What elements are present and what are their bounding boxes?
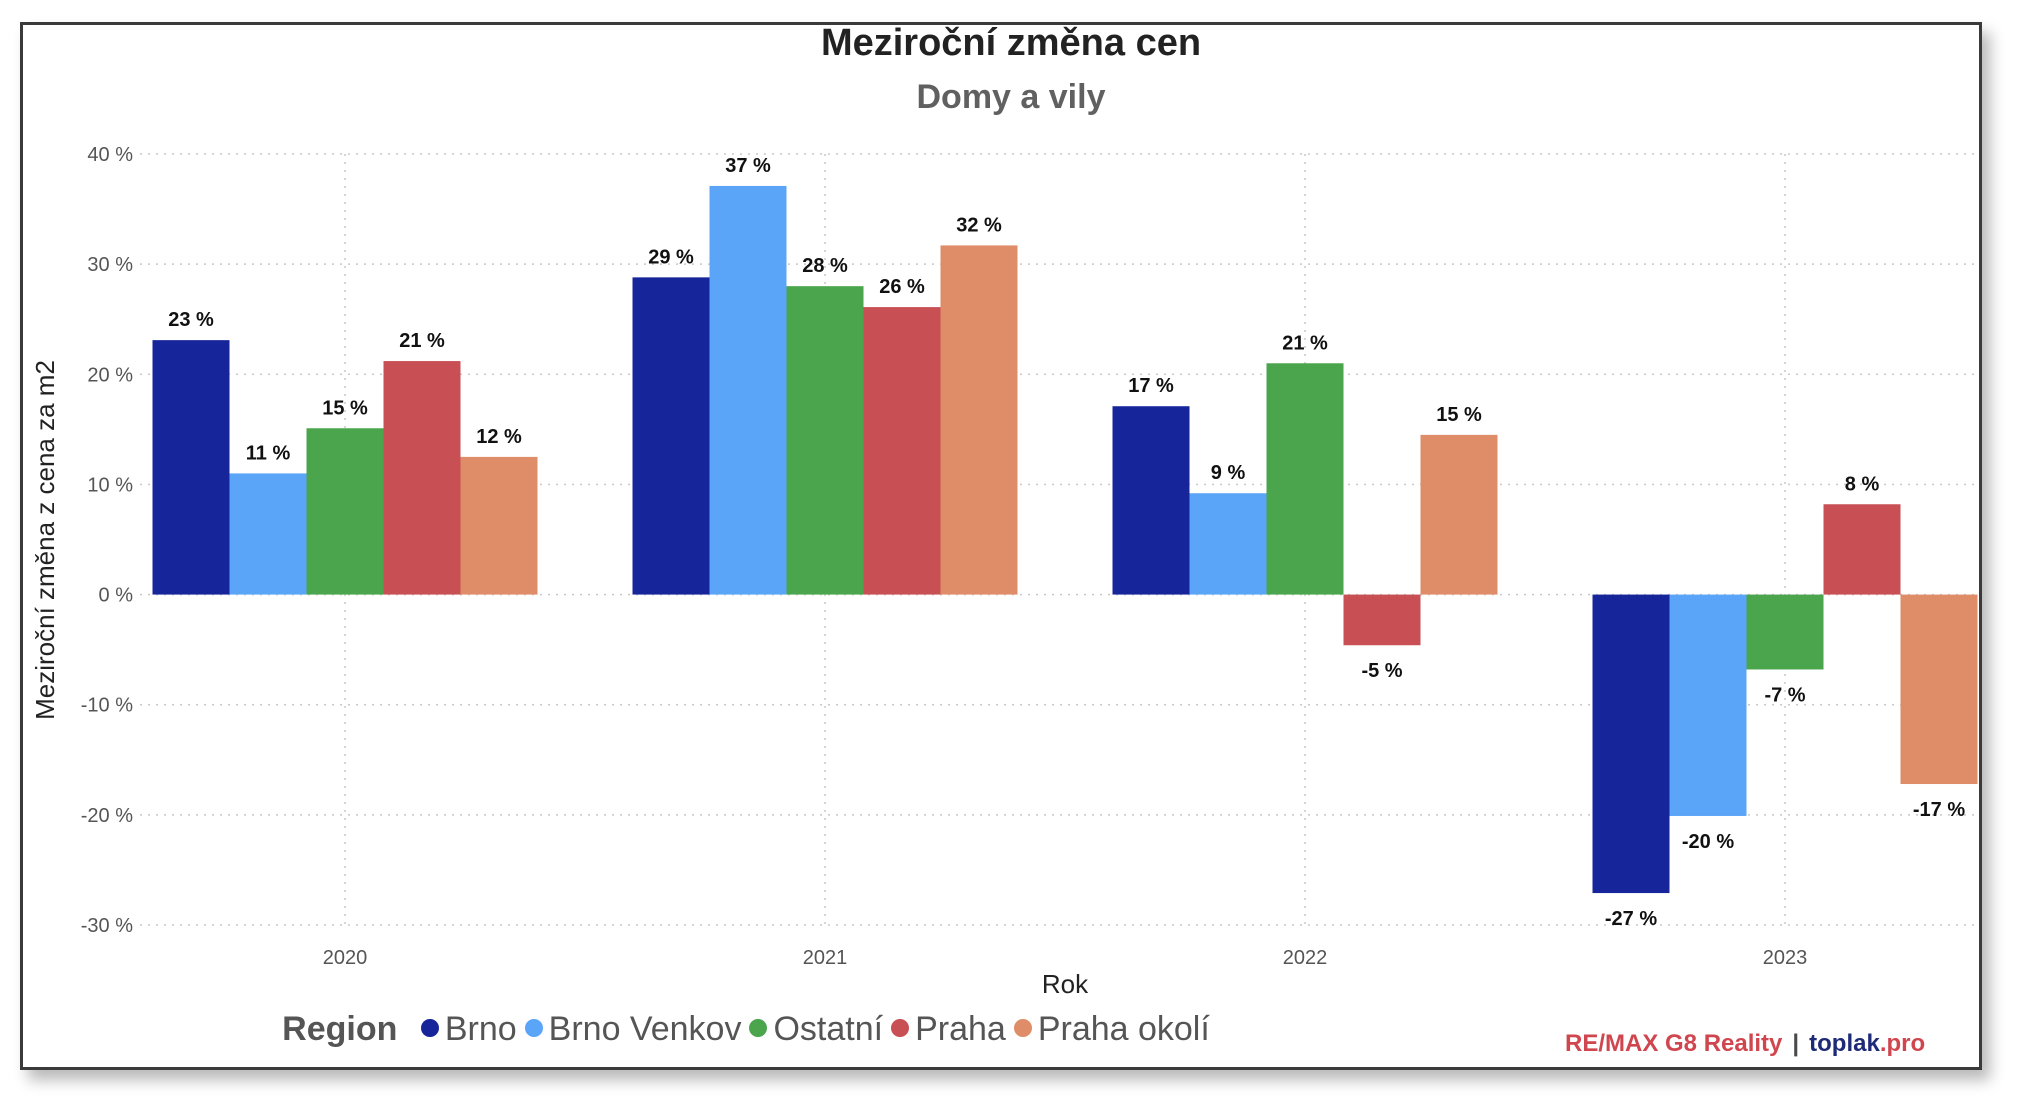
data-labels: 23 % 29 % 17 % -27 % 11 % 37 % 9 % -20 % 15 % 28 … bbox=[168, 155, 1965, 930]
data-label: 9 % bbox=[1211, 462, 1246, 484]
legend-marker bbox=[1013, 1019, 1032, 1038]
legend-marker bbox=[891, 1019, 910, 1038]
legend-label: Praha bbox=[915, 1010, 1006, 1048]
legend-marker bbox=[420, 1019, 439, 1038]
bar bbox=[1592, 594, 1670, 894]
bar bbox=[1266, 363, 1344, 595]
y-tick-label: 40 % bbox=[87, 144, 133, 166]
toplak-brand-suffix: .pro bbox=[1879, 1030, 1926, 1057]
bar bbox=[1343, 594, 1421, 646]
data-label: -17 % bbox=[1913, 799, 1965, 821]
legend-label: Ostatní bbox=[773, 1010, 884, 1048]
bar bbox=[786, 286, 864, 595]
legend-title: Region bbox=[282, 1010, 398, 1048]
x-tick-label: 2022 bbox=[1283, 947, 1328, 969]
legend-label: Praha okolí bbox=[1037, 1010, 1210, 1048]
data-label: 37 % bbox=[725, 155, 771, 177]
bar bbox=[940, 245, 1018, 595]
legend-items: Brno Brno Venkov Ostatní Praha Praha okolí bbox=[420, 1010, 1218, 1048]
bar bbox=[306, 428, 384, 595]
bar bbox=[709, 185, 787, 595]
y-tick-label: 0 % bbox=[99, 585, 134, 607]
legend-item: Brno bbox=[420, 1010, 517, 1048]
data-label: -5 % bbox=[1361, 660, 1402, 682]
data-label: 15 % bbox=[322, 397, 368, 419]
y-tick-label: 20 % bbox=[87, 364, 133, 386]
bar bbox=[229, 473, 307, 595]
legend-marker bbox=[749, 1019, 768, 1038]
legend-item: Praha bbox=[891, 1010, 1006, 1048]
bar bbox=[1112, 406, 1190, 595]
x-tick-label: 2023 bbox=[1763, 947, 1808, 969]
legend: Region Brno Brno Venkov Ostatní Praha Praha … bbox=[0, 1010, 1500, 1049]
bar bbox=[152, 340, 230, 595]
data-label: 12 % bbox=[476, 426, 522, 448]
data-label: 23 % bbox=[168, 309, 214, 331]
legend-item: Praha okolí bbox=[1013, 1010, 1210, 1048]
chart-title: Meziroční změna cen bbox=[820, 22, 1202, 64]
data-label: 8 % bbox=[1845, 473, 1880, 495]
bar bbox=[632, 277, 710, 595]
data-label: 11 % bbox=[246, 442, 291, 464]
brand-separator: | bbox=[1792, 1030, 1800, 1057]
legend-item: Brno Venkov bbox=[524, 1010, 742, 1048]
y-tick-label: 10 % bbox=[87, 474, 133, 496]
bar bbox=[1746, 594, 1824, 670]
legend-marker bbox=[524, 1019, 543, 1038]
data-label: 21 % bbox=[399, 330, 445, 352]
y-tick-label: -20 % bbox=[81, 805, 133, 827]
bar bbox=[1669, 594, 1747, 816]
data-label: 17 % bbox=[1128, 375, 1174, 397]
branding: RE/MAX G8 Reality | toplak.pro bbox=[1565, 1030, 1925, 1058]
x-axis-label: Rok bbox=[1042, 969, 1089, 999]
data-label: 28 % bbox=[802, 255, 848, 277]
bar bbox=[1900, 594, 1978, 785]
data-label: 26 % bbox=[879, 276, 925, 298]
bar bbox=[1823, 504, 1901, 595]
axes: 40 % 30 % 20 % 10 % 0 % -10 % -20 % -30 % 2020 20… bbox=[30, 144, 1807, 999]
bars bbox=[152, 185, 1978, 894]
chart-subtitle: Domy a vily bbox=[916, 78, 1106, 116]
toplak-brand: toplak bbox=[1809, 1030, 1880, 1057]
bar bbox=[1420, 434, 1498, 595]
y-axis-label: Meziroční změna z cena za m2 bbox=[30, 360, 60, 720]
data-label: -7 % bbox=[1764, 684, 1805, 706]
data-label: -27 % bbox=[1605, 908, 1657, 930]
legend-label: Brno Venkov bbox=[548, 1010, 742, 1048]
bar bbox=[460, 456, 538, 595]
y-tick-label: 30 % bbox=[87, 254, 133, 276]
bar bbox=[863, 307, 941, 595]
x-tick-label: 2020 bbox=[323, 947, 368, 969]
data-label: -20 % bbox=[1682, 831, 1734, 853]
data-label: 15 % bbox=[1436, 404, 1482, 426]
y-tick-label: -30 % bbox=[81, 915, 133, 937]
x-tick-label: 2021 bbox=[803, 947, 848, 969]
legend-label: Brno bbox=[444, 1010, 517, 1048]
legend-item: Ostatní bbox=[749, 1010, 883, 1048]
data-label: 32 % bbox=[956, 214, 1002, 236]
data-label: 21 % bbox=[1282, 332, 1328, 354]
data-label: 29 % bbox=[648, 246, 694, 268]
remax-brand: RE/MAX G8 Reality bbox=[1565, 1030, 1783, 1057]
bar bbox=[1189, 493, 1267, 595]
bar bbox=[383, 361, 461, 595]
y-tick-label: -10 % bbox=[81, 695, 133, 717]
